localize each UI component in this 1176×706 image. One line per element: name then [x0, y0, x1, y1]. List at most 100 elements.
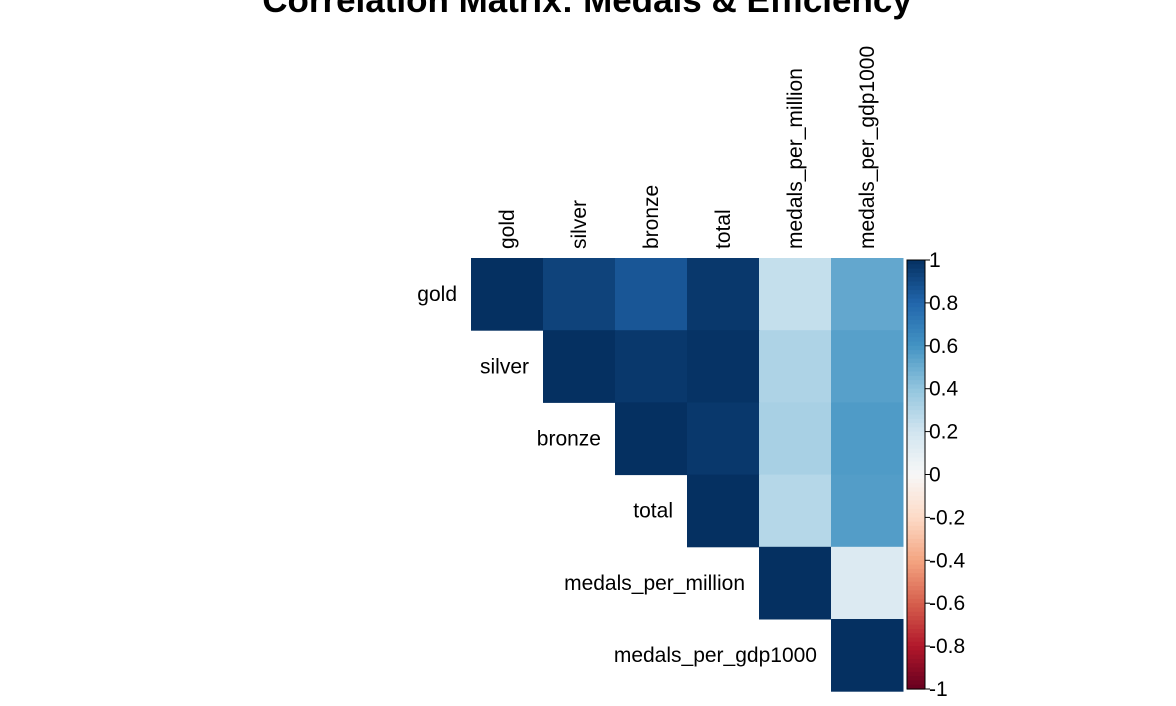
heatmap-cell-total-total	[687, 474, 760, 548]
colorbar-segment	[907, 478, 925, 484]
colorbar-segment	[907, 577, 925, 583]
colorbar-segment	[907, 513, 925, 518]
heatmap-cell-total-medals_per_million	[759, 474, 832, 548]
colorbar-segment	[907, 358, 925, 364]
colorbar-segment	[907, 380, 925, 386]
colorbar-segment	[907, 298, 925, 304]
colorbar-segment	[907, 628, 925, 634]
colorbar-segment	[907, 607, 925, 613]
colorbar-segment	[907, 465, 925, 471]
heatmap-cell-bronze-medals_per_gdp1000	[831, 402, 904, 476]
row-label-total: total	[633, 500, 673, 523]
colorbar-segment	[907, 268, 925, 274]
colorbar-segment	[907, 594, 925, 600]
column-label-bronze: bronze	[640, 185, 663, 249]
colorbar-segment	[907, 435, 925, 441]
colorbar-segment	[907, 410, 925, 416]
colorbar-segment	[907, 500, 925, 506]
colorbar-tick-label: 0	[929, 464, 941, 487]
colorbar-segment	[907, 388, 925, 394]
colorbar-segment	[907, 646, 925, 651]
colorbar-segment	[907, 495, 925, 501]
colorbar-segment	[907, 573, 925, 579]
colorbar: 1 0.8 0.6 0.4 0.2 0 -0.2 -0.4 -0.6 -0.8 -1	[906, 249, 966, 701]
colorbar-segment	[907, 504, 925, 510]
colorbar-segment	[907, 620, 925, 626]
row-labels: gold silver bronze total medals_per_millionm…	[417, 283, 817, 667]
colorbar-segment	[907, 397, 925, 403]
colorbar-segment	[907, 328, 925, 334]
colorbar-tick-label: 0.6	[929, 335, 958, 358]
heatmap-cell-medals_per_million-medals_per_million	[759, 546, 832, 620]
colorbar-segment	[907, 633, 925, 639]
colorbar-tick-label: 0.4	[929, 378, 959, 401]
colorbar-segment	[907, 556, 925, 561]
colorbar-segment	[907, 320, 925, 325]
colorbar-tick-label: 1	[929, 249, 941, 272]
colorbar-segment	[907, 564, 925, 570]
colorbar-segment	[907, 598, 925, 604]
colorbar-segment	[907, 654, 925, 660]
colorbar-segment	[907, 294, 925, 300]
colorbar-segment	[907, 392, 925, 398]
colorbar-tick-label: 0.8	[929, 292, 958, 315]
colorbar-segment	[907, 650, 925, 656]
heatmap-cell-gold-medals_per_gdp1000	[831, 258, 904, 331]
colorbar-segment	[907, 354, 925, 360]
colorbar-segment	[907, 427, 925, 433]
colorbar-segment	[907, 676, 925, 682]
colorbar-tick-label: -1	[929, 678, 948, 701]
colorbar-segment	[907, 547, 925, 553]
colorbar-segment	[907, 371, 925, 377]
colorbar-segment	[907, 560, 925, 566]
colorbar-segment	[907, 362, 925, 368]
colorbar-segment	[907, 431, 925, 437]
colorbar-segment	[907, 543, 925, 549]
colorbar-segment	[907, 581, 925, 587]
colorbar-segment	[907, 470, 925, 476]
colorbar-segment	[907, 603, 925, 609]
colorbar-segment	[907, 671, 925, 677]
column-label-gold: gold	[496, 209, 519, 249]
colorbar-segment	[907, 538, 925, 544]
colorbar-segment	[907, 281, 925, 287]
column-labels: gold silver bronze total medals_per_million m…	[496, 46, 879, 249]
colorbar-segment	[907, 418, 925, 424]
colorbar-segment	[907, 341, 925, 347]
colorbar-segment	[907, 508, 925, 514]
colorbar-segment	[907, 521, 925, 527]
colorbar-segment	[907, 453, 925, 458]
colorbar-segment	[907, 530, 925, 536]
colorbar-segment	[907, 586, 925, 591]
colorbar-segment	[907, 667, 925, 673]
heatmap-cell-gold-total	[687, 258, 760, 331]
colorbar-segment	[907, 324, 925, 330]
colorbar-segment	[907, 367, 925, 373]
heatmap-cell-gold-gold	[471, 258, 544, 331]
heatmap-cells	[471, 258, 904, 692]
colorbar-segment	[907, 332, 925, 338]
column-label-total: total	[712, 209, 735, 249]
colorbar-segment	[907, 637, 925, 643]
colorbar-segment	[907, 337, 925, 343]
colorbar-tick-label: 0.2	[929, 421, 958, 444]
heatmap-cell-total-medals_per_gdp1000	[831, 474, 904, 548]
colorbar-segment	[907, 611, 925, 617]
colorbar-segment	[907, 684, 925, 690]
colorbar-segment	[907, 290, 925, 295]
colorbar-segment	[907, 311, 925, 317]
heatmap-cell-bronze-total	[687, 402, 760, 476]
colorbar-tick-label: -0.2	[929, 506, 965, 529]
colorbar-segment	[907, 350, 925, 355]
colorbar-segment	[907, 491, 925, 497]
colorbar-segment	[907, 534, 925, 540]
heatmap-cell-bronze-bronze	[615, 402, 688, 476]
row-label-silver: silver	[480, 355, 529, 378]
column-label-medals_per_million: medals_per_million	[784, 68, 807, 249]
heatmap-cell-medals_per_million-medals_per_gdp1000	[831, 546, 904, 620]
colorbar-segment	[907, 680, 925, 686]
colorbar-tick-label: -0.8	[929, 635, 965, 658]
colorbar-segment	[907, 375, 925, 381]
colorbar-segment	[907, 345, 925, 351]
